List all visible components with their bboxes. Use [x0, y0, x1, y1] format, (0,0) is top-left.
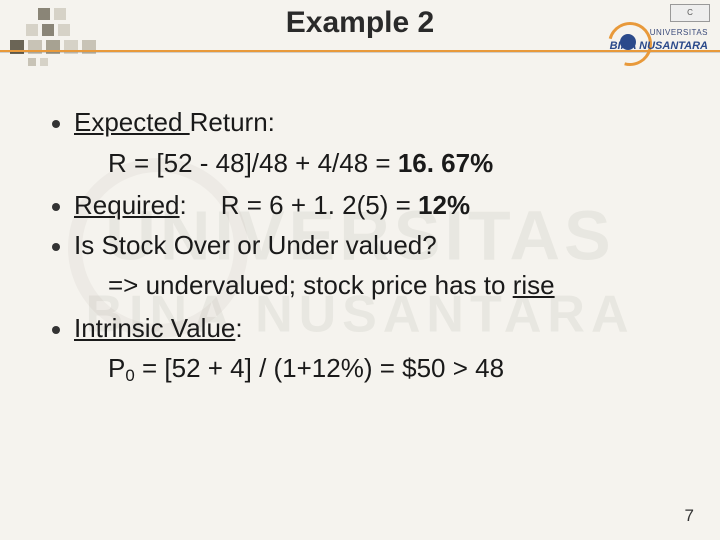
bullet-item: Expected Return: [52, 106, 680, 140]
bullet-dot-icon [52, 243, 60, 251]
slide-content: Expected Return: R = [52 - 48]/48 + 4/48… [0, 72, 720, 386]
slide-header: Example 2 C UNIVERSITAS BINA NUSANTARA [0, 0, 720, 72]
logo-badge: C [670, 4, 710, 22]
indent-line: => undervalued; stock price has to rise [52, 268, 680, 303]
p0-subscript: 0 [125, 366, 134, 385]
formula-text: R = [52 - 48]/48 + 4/48 = [108, 148, 398, 178]
label-underline: Intrinsic Value [74, 313, 235, 343]
page-number: 7 [685, 506, 694, 526]
bullet-dot-icon [52, 203, 60, 211]
p0-rest: = [52 + 4] / (1+12%) = $50 > 48 [135, 353, 504, 383]
bullet-dot-icon [52, 326, 60, 334]
label-underline: Expected [74, 107, 190, 137]
indent-line: P0 = [52 + 4] / (1+12%) = $50 > 48 [52, 351, 680, 386]
label-rest: Return: [190, 107, 275, 137]
bullet-item: Intrinsic Value: [52, 312, 680, 346]
bullet-text: Intrinsic Value: [74, 312, 243, 346]
label-rest: : [180, 190, 187, 220]
formula-result: 12% [418, 190, 470, 220]
formula-text: R = 6 + 1. 2(5) = [221, 190, 418, 220]
p0-pre: P [108, 353, 125, 383]
indent-line: R = [52 - 48]/48 + 4/48 = 16. 67% [52, 146, 680, 181]
bullet-text: Expected Return: [74, 106, 275, 140]
formula-result: 16. 67% [398, 148, 493, 178]
bullet-text: Is Stock Over or Under valued? [74, 229, 437, 263]
bullet-text: Required: R = 6 + 1. 2(5) = 12% [74, 189, 470, 223]
label-underline: Required [74, 190, 180, 220]
bullet-item: Is Stock Over or Under valued? [52, 229, 680, 263]
university-logo: C UNIVERSITAS BINA NUSANTARA [590, 4, 710, 66]
logo-text-line2: BINA NUSANTARA [610, 40, 708, 52]
answer-text: => undervalued; stock price has to [108, 270, 513, 300]
bullet-dot-icon [52, 120, 60, 128]
answer-underline: rise [513, 270, 555, 300]
bullet-item: Required: R = 6 + 1. 2(5) = 12% [52, 189, 680, 223]
label-rest: : [235, 313, 242, 343]
logo-text-line1: UNIVERSITAS [650, 28, 708, 37]
